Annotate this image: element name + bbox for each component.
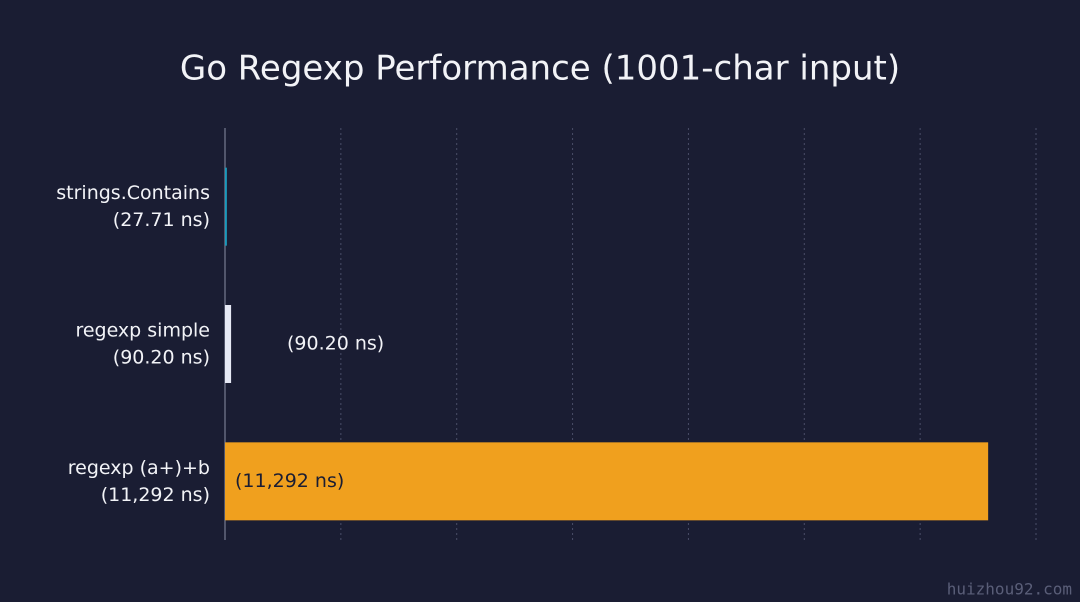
bar (225, 442, 989, 521)
y-tick-label: regexp simple (75, 320, 210, 342)
y-tick-label: regexp (a+)+b (68, 457, 210, 479)
chart-title: Go Regexp Performance (1001-char input) (180, 49, 900, 89)
watermark: huizhou92.com (947, 580, 1072, 599)
y-tick-value-label: (90.20 ns) (113, 347, 210, 369)
data-label: (90.20 ns) (287, 333, 384, 355)
y-tick-label: strings.Contains (56, 182, 210, 204)
y-tick-value-label: (11,292 ns) (101, 484, 210, 506)
data-label: (11,292 ns) (235, 470, 344, 492)
bar (225, 305, 232, 383)
y-tick-value-label: (27.71 ns) (113, 209, 210, 231)
bar (225, 167, 227, 246)
